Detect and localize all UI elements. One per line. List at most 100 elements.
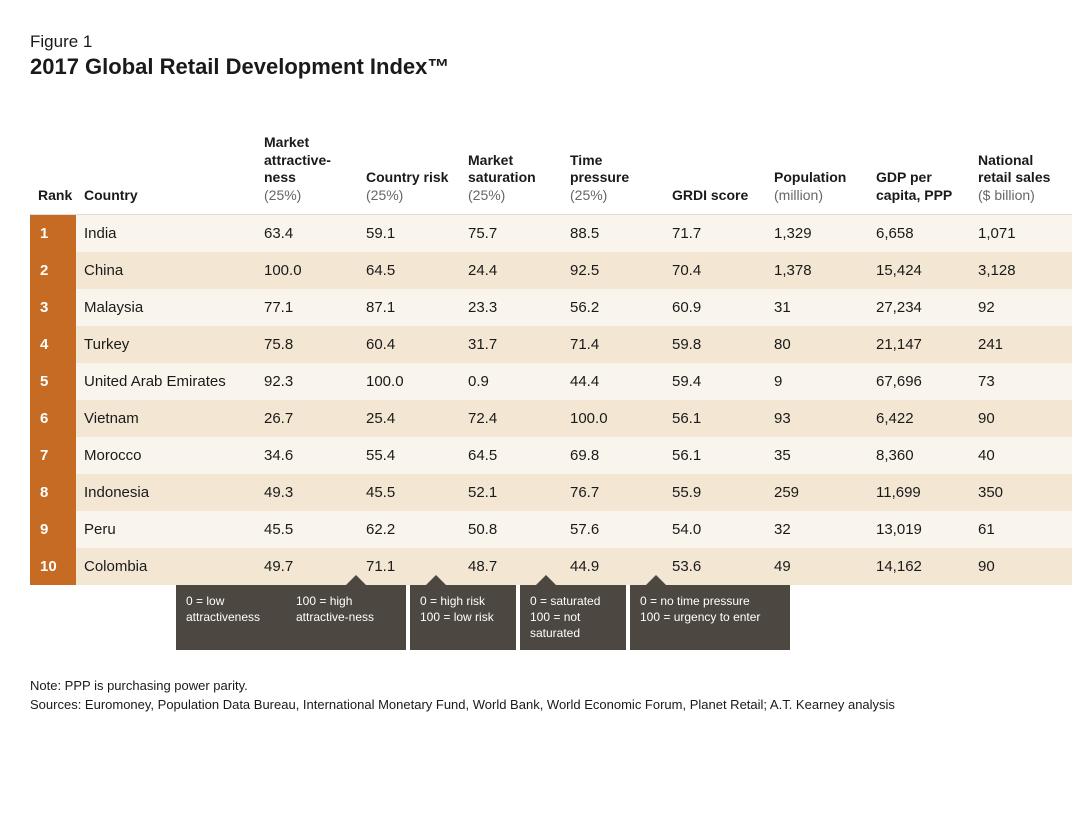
callout-attractiveness-low: 0 = low attractiveness bbox=[186, 593, 278, 625]
cell-risk: 60.4 bbox=[358, 326, 460, 363]
cell-grdi: 54.0 bbox=[664, 511, 766, 548]
cell-gdp: 67,696 bbox=[868, 363, 970, 400]
cell-country: China bbox=[76, 252, 256, 289]
cell-country: Vietnam bbox=[76, 400, 256, 437]
cell-rank: 2 bbox=[30, 252, 76, 289]
cell-attractiveness: 77.1 bbox=[256, 289, 358, 326]
cell-country: Malaysia bbox=[76, 289, 256, 326]
cell-time: 56.2 bbox=[562, 289, 664, 326]
cell-population: 49 bbox=[766, 548, 868, 585]
cell-rank: 10 bbox=[30, 548, 76, 585]
cell-country: United Arab Emirates bbox=[76, 363, 256, 400]
cell-risk: 62.2 bbox=[358, 511, 460, 548]
cell-risk: 64.5 bbox=[358, 252, 460, 289]
cell-rank: 9 bbox=[30, 511, 76, 548]
cell-attractiveness: 92.3 bbox=[256, 363, 358, 400]
table-row: 1India63.459.175.788.571.71,3296,6581,07… bbox=[30, 215, 1072, 253]
cell-time: 88.5 bbox=[562, 215, 664, 253]
cell-grdi: 56.1 bbox=[664, 400, 766, 437]
cell-time: 57.6 bbox=[562, 511, 664, 548]
cell-saturation: 64.5 bbox=[460, 437, 562, 474]
cell-gdp: 27,234 bbox=[868, 289, 970, 326]
grdi-table: Rank Country Market attractive-ness(25%)… bbox=[30, 128, 1072, 585]
cell-population: 31 bbox=[766, 289, 868, 326]
cell-grdi: 59.4 bbox=[664, 363, 766, 400]
cell-population: 32 bbox=[766, 511, 868, 548]
cell-country: India bbox=[76, 215, 256, 253]
col-attractiveness: Market attractive-ness(25%) bbox=[256, 128, 358, 215]
cell-rank: 1 bbox=[30, 215, 76, 253]
cell-retail: 40 bbox=[970, 437, 1072, 474]
col-grdi: GRDI score bbox=[664, 128, 766, 215]
cell-grdi: 70.4 bbox=[664, 252, 766, 289]
cell-attractiveness: 100.0 bbox=[256, 252, 358, 289]
cell-retail: 350 bbox=[970, 474, 1072, 511]
cell-risk: 55.4 bbox=[358, 437, 460, 474]
figure-label: Figure 1 bbox=[30, 32, 1060, 52]
callout-saturation-low: 0 = saturated bbox=[530, 594, 600, 608]
cell-grdi: 56.1 bbox=[664, 437, 766, 474]
cell-time: 92.5 bbox=[562, 252, 664, 289]
cell-population: 35 bbox=[766, 437, 868, 474]
table-row: 2China100.064.524.492.570.41,37815,4243,… bbox=[30, 252, 1072, 289]
column-callouts: 0 = low attractiveness 100 = high attrac… bbox=[30, 585, 1060, 650]
cell-country: Morocco bbox=[76, 437, 256, 474]
cell-saturation: 52.1 bbox=[460, 474, 562, 511]
table-row: 5United Arab Emirates92.3100.00.944.459.… bbox=[30, 363, 1072, 400]
cell-gdp: 6,422 bbox=[868, 400, 970, 437]
callout-saturation-high: 100 = not saturated bbox=[530, 610, 580, 640]
col-rank: Rank bbox=[30, 128, 76, 215]
callout-saturation: 0 = saturated 100 = not saturated bbox=[520, 585, 626, 650]
cell-time: 71.4 bbox=[562, 326, 664, 363]
cell-retail: 61 bbox=[970, 511, 1072, 548]
table-row: 4Turkey75.860.431.771.459.88021,147241 bbox=[30, 326, 1072, 363]
col-country: Country bbox=[76, 128, 256, 215]
cell-risk: 87.1 bbox=[358, 289, 460, 326]
cell-risk: 25.4 bbox=[358, 400, 460, 437]
cell-country: Peru bbox=[76, 511, 256, 548]
table-body: 1India63.459.175.788.571.71,3296,6581,07… bbox=[30, 215, 1072, 586]
figure-title: 2017 Global Retail Development Index™ bbox=[30, 54, 1060, 80]
cell-retail: 90 bbox=[970, 400, 1072, 437]
cell-risk: 100.0 bbox=[358, 363, 460, 400]
col-population: Population(million) bbox=[766, 128, 868, 215]
cell-population: 1,378 bbox=[766, 252, 868, 289]
callout-risk: 0 = high risk 100 = low risk bbox=[410, 585, 516, 650]
cell-grdi: 55.9 bbox=[664, 474, 766, 511]
cell-retail: 3,128 bbox=[970, 252, 1072, 289]
cell-retail: 92 bbox=[970, 289, 1072, 326]
cell-saturation: 72.4 bbox=[460, 400, 562, 437]
cell-attractiveness: 75.8 bbox=[256, 326, 358, 363]
cell-time: 69.8 bbox=[562, 437, 664, 474]
table-row: 3Malaysia77.187.123.356.260.93127,23492 bbox=[30, 289, 1072, 326]
cell-attractiveness: 63.4 bbox=[256, 215, 358, 253]
cell-saturation: 50.8 bbox=[460, 511, 562, 548]
callout-attractiveness: 0 = low attractiveness 100 = high attrac… bbox=[176, 585, 406, 650]
cell-country: Turkey bbox=[76, 326, 256, 363]
col-retail: National retail sales($ billion) bbox=[970, 128, 1072, 215]
cell-retail: 73 bbox=[970, 363, 1072, 400]
cell-gdp: 15,424 bbox=[868, 252, 970, 289]
cell-time: 76.7 bbox=[562, 474, 664, 511]
cell-population: 259 bbox=[766, 474, 868, 511]
cell-gdp: 21,147 bbox=[868, 326, 970, 363]
col-time: Time pressure(25%) bbox=[562, 128, 664, 215]
callout-risk-low: 0 = high risk bbox=[420, 594, 485, 608]
cell-grdi: 71.7 bbox=[664, 215, 766, 253]
cell-population: 80 bbox=[766, 326, 868, 363]
callout-time: 0 = no time pressure 100 = urgency to en… bbox=[630, 585, 790, 650]
cell-gdp: 8,360 bbox=[868, 437, 970, 474]
cell-grdi: 53.6 bbox=[664, 548, 766, 585]
cell-country: Indonesia bbox=[76, 474, 256, 511]
cell-rank: 3 bbox=[30, 289, 76, 326]
cell-saturation: 0.9 bbox=[460, 363, 562, 400]
cell-attractiveness: 49.3 bbox=[256, 474, 358, 511]
table-header-row: Rank Country Market attractive-ness(25%)… bbox=[30, 128, 1072, 215]
cell-attractiveness: 26.7 bbox=[256, 400, 358, 437]
cell-population: 9 bbox=[766, 363, 868, 400]
table-row: 7Morocco34.655.464.569.856.1358,36040 bbox=[30, 437, 1072, 474]
cell-rank: 4 bbox=[30, 326, 76, 363]
cell-retail: 241 bbox=[970, 326, 1072, 363]
cell-gdp: 13,019 bbox=[868, 511, 970, 548]
footer-sources: Sources: Euromoney, Population Data Bure… bbox=[30, 697, 1060, 712]
